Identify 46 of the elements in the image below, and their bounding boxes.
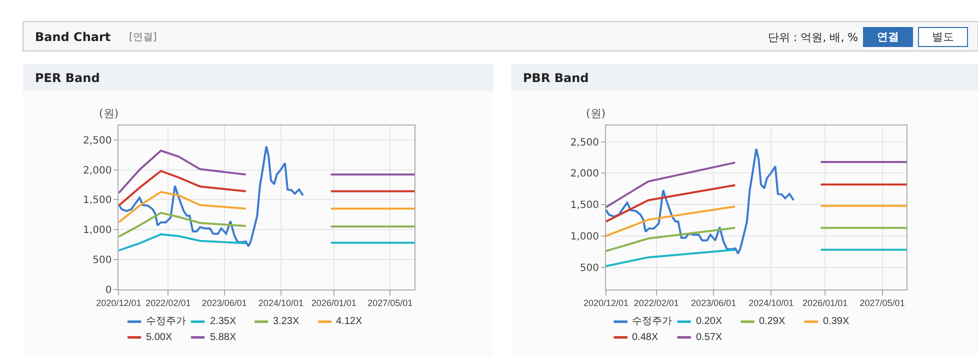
- chart-title: PBR Band: [523, 71, 589, 85]
- legend-label: 0.48X: [632, 332, 658, 343]
- text: 단위 : 억원, 배, %: [768, 31, 858, 44]
- y-tick-label: 0: [105, 284, 112, 296]
- text: [연결]: [129, 32, 157, 43]
- x-tick-label: 2023/06/01: [691, 298, 736, 308]
- y-tick-label: 1,500: [83, 195, 112, 206]
- x-tick-label: 2027/05/01: [860, 298, 905, 308]
- y-tick-label: 1,000: [570, 231, 599, 242]
- text: Band Chart: [35, 30, 111, 44]
- legend-label: 3.23X: [273, 316, 300, 327]
- text: 별도: [932, 30, 954, 44]
- x-tick-label: 2027/05/01: [368, 298, 413, 308]
- legend-label: 0.20X: [696, 316, 722, 327]
- x-tick-label: 2022/02/01: [634, 298, 679, 308]
- x-tick-label: 2026/01/01: [311, 298, 356, 308]
- legend-label: 0.57X: [696, 332, 722, 343]
- y-tick-label: 2,500: [570, 137, 599, 148]
- legend-label: 수정주가: [632, 316, 672, 327]
- legend-label: 5.88X: [210, 332, 236, 343]
- x-tick-label: 2026/01/01: [802, 298, 848, 308]
- x-tick-label: 2020/12/01: [96, 298, 142, 308]
- text: 연결: [877, 30, 899, 44]
- x-tick-label: 2020/12/01: [583, 298, 628, 308]
- y-tick-label: 500: [92, 254, 112, 266]
- legend-label: 0.29X: [759, 316, 786, 327]
- legend-label: 수정주가: [146, 316, 186, 327]
- legend-label: 0.39X: [823, 316, 850, 327]
- y-tick-label: 2,500: [83, 135, 112, 146]
- line-series: [606, 148, 795, 255]
- legend-label: 2.35X: [210, 316, 236, 327]
- legend-label: 5.00X: [146, 332, 172, 343]
- y-tick-label: 1,500: [570, 200, 599, 212]
- legend-label: 4.12X: [336, 316, 362, 327]
- y-tick-label: 500: [580, 262, 599, 274]
- x-tick-label: 2024/10/01: [748, 298, 794, 308]
- line-series: [118, 145, 304, 248]
- y-axis-title: (원): [99, 107, 119, 120]
- x-tick-label: 2022/02/01: [146, 298, 191, 308]
- y-tick-label: 1,000: [83, 225, 112, 236]
- y-tick-label: 2,000: [83, 165, 112, 176]
- y-axis-title: (원): [586, 107, 606, 120]
- x-tick-label: 2023/06/01: [202, 298, 247, 308]
- y-tick-label: 2,000: [570, 168, 599, 180]
- chart-title: PER Band: [35, 71, 100, 85]
- x-tick-label: 2024/10/01: [258, 298, 304, 308]
